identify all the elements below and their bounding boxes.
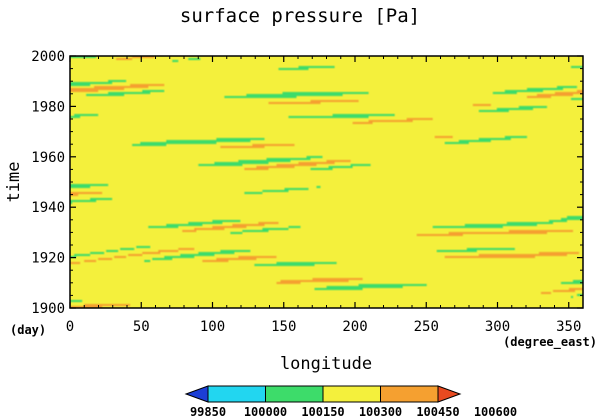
x-tick-label: 200	[342, 319, 367, 335]
colorbar-label: 100600	[474, 405, 517, 417]
y-tick-label: 1940	[31, 200, 65, 216]
pressure-field	[70, 56, 583, 308]
y-axis-unit: (day)	[10, 323, 46, 337]
x-axis-unit: (degree_east)	[503, 335, 597, 350]
y-tick-label: 1980	[31, 99, 65, 115]
x-tick-label: 50	[133, 319, 150, 335]
y-tick-label: 1900	[31, 301, 65, 317]
colorbar-label: 100300	[359, 405, 402, 417]
x-tick-label: 350	[556, 319, 581, 335]
y-axis: 1900 1920 1940 1960 1980 2000	[31, 49, 583, 317]
colorbar-box	[265, 385, 324, 403]
y-tick-label: 1960	[31, 150, 65, 166]
colorbar-label: 99850	[190, 405, 226, 417]
y-tick-label: 2000	[31, 49, 65, 65]
colorbar-label: 100000	[244, 405, 287, 417]
colorbar-label: 100150	[301, 405, 344, 417]
chart-title: surface pressure [Pa]	[180, 5, 420, 27]
colorbar-box	[322, 385, 381, 403]
plot-area	[69, 55, 584, 309]
colorbar-box	[207, 385, 266, 403]
x-tick-label: 250	[414, 319, 439, 335]
colorbar: 99850 100000 100150 100300 100450 100600	[184, 385, 517, 417]
colorbar-label: 100450	[416, 405, 459, 417]
x-axis-label: longitude	[280, 354, 372, 374]
colorbar-extend-low	[184, 385, 209, 403]
x-tick-label: 100	[200, 319, 225, 335]
x-axis: 0 50 100 150 200 250 300 350	[66, 56, 581, 335]
x-tick-label: 300	[485, 319, 510, 335]
colorbar-extend-high	[437, 385, 462, 403]
x-tick-label: 150	[271, 319, 296, 335]
y-tick-label: 1920	[31, 251, 65, 267]
colorbar-box	[380, 385, 439, 403]
y-axis-label: time	[4, 162, 24, 203]
x-tick-label: 0	[66, 319, 74, 335]
